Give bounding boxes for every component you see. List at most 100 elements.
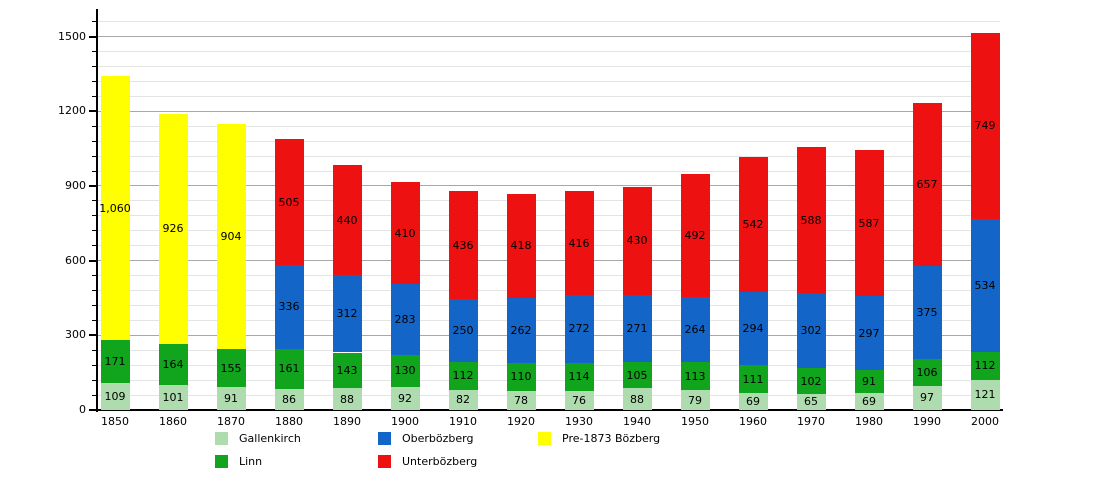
y-axis-line — [96, 9, 98, 412]
bar-segment-unterb-zberg: 440 — [332, 165, 362, 275]
x-axis-label-1860: 1860 — [159, 415, 187, 428]
bar-value-label: 113 — [684, 369, 706, 383]
gridline-major — [98, 185, 1000, 187]
bar-segment-pre-1873-b-zberg: 904 — [216, 123, 246, 349]
bar-value-label: 79 — [688, 393, 702, 407]
bar-value-label: 1,060 — [99, 201, 131, 215]
bar-value-label: 587 — [858, 216, 880, 230]
bar-value-label: 283 — [394, 313, 416, 326]
bar-value-label: 375 — [916, 306, 938, 320]
legend-label: Gallenkirch — [239, 431, 301, 445]
bar-value-label: 272 — [568, 322, 590, 336]
x-axis-label-1970: 1970 — [797, 415, 825, 428]
bar-value-label: 82 — [456, 393, 470, 407]
gridline-minor — [98, 80, 1000, 82]
bar-segment-unterb-zberg: 436 — [448, 190, 478, 300]
bar-value-label: 297 — [858, 326, 880, 340]
bar-value-label: 418 — [510, 239, 532, 253]
gridline-minor — [98, 200, 1000, 202]
bar-segment-oberb-zberg: 271 — [622, 294, 652, 362]
gridline-minor — [98, 95, 1000, 97]
gridline-minor — [98, 275, 1000, 277]
bar-value-label: 111 — [742, 372, 764, 386]
bar-value-label: 440 — [336, 213, 358, 227]
bar-segment-unterb-zberg: 492 — [680, 174, 710, 297]
gridline-minor — [98, 245, 1000, 247]
bar-value-label: 926 — [162, 222, 184, 236]
bar-value-label: 91 — [224, 392, 238, 406]
y-axis-minor-tick — [92, 200, 97, 202]
bar-segment-gallenkirch: 86 — [274, 388, 304, 410]
bar-segment-gallenkirch: 88 — [332, 388, 362, 410]
bar-segment-linn: 110 — [506, 363, 536, 391]
bar-segment-pre-1873-b-zberg: 926 — [158, 113, 188, 345]
bar-segment-unterb-zberg: 587 — [854, 150, 884, 297]
y-axis-minor-tick — [92, 95, 97, 97]
y-axis-minor-tick — [92, 379, 97, 381]
bar-segment-gallenkirch: 92 — [390, 387, 420, 410]
bar-segment-unterb-zberg: 418 — [506, 193, 536, 298]
bar-segment-oberb-zberg: 272 — [564, 295, 594, 363]
bar-segment-gallenkirch: 69 — [854, 392, 884, 410]
y-axis-minor-tick — [92, 319, 97, 321]
gridline-minor — [98, 125, 1000, 127]
y-axis-tick — [89, 409, 97, 411]
bar-segment-gallenkirch: 78 — [506, 390, 536, 410]
bar-segment-linn: 113 — [680, 362, 710, 391]
x-axis-label-1850: 1850 — [101, 415, 129, 428]
x-axis-label-1990: 1990 — [913, 415, 941, 428]
bar-segment-oberb-zberg: 262 — [506, 297, 536, 364]
bar-segment-oberb-zberg: 336 — [274, 264, 304, 349]
bar-segment-oberb-zberg: 312 — [332, 274, 362, 353]
bar-segment-oberb-zberg: 302 — [796, 293, 826, 369]
bar-value-label: 76 — [572, 394, 586, 408]
y-axis-label: 300 — [65, 328, 86, 342]
bar-value-label: 271 — [626, 321, 648, 335]
legend-item-unterb-zberg: Unterbözberg — [378, 454, 477, 468]
bar-value-label: 106 — [916, 366, 938, 380]
bar-segment-gallenkirch: 97 — [912, 385, 942, 410]
bar-value-label: 91 — [862, 374, 876, 388]
bar-value-label: 112 — [452, 369, 474, 383]
bar-value-label: 102 — [800, 374, 822, 388]
bar-segment-gallenkirch: 76 — [564, 391, 594, 410]
gridline-minor — [98, 230, 1000, 232]
gridline-major — [98, 36, 1000, 38]
bar-value-label: 416 — [568, 236, 590, 250]
bar-value-label: 161 — [278, 362, 300, 376]
bar-value-label: 86 — [282, 392, 296, 406]
x-axis-label-1940: 1940 — [623, 415, 651, 428]
gridline-minor — [98, 140, 1000, 142]
bar-segment-linn: 111 — [738, 365, 768, 393]
gridline-minor — [98, 290, 1000, 292]
bar-value-label: 101 — [162, 390, 184, 404]
bar-value-label: 436 — [452, 238, 474, 252]
bar-value-label: 143 — [336, 363, 358, 377]
bar-value-label: 904 — [220, 229, 242, 243]
bar-segment-unterb-zberg: 416 — [564, 191, 594, 295]
gridline-minor — [98, 379, 1000, 381]
gridline-minor — [98, 319, 1000, 321]
y-axis-minor-tick — [92, 394, 97, 396]
legend-label: Linn — [239, 454, 263, 468]
y-axis-label: 600 — [65, 253, 86, 267]
bar-segment-linn: 114 — [564, 362, 594, 392]
y-axis-label: 0 — [79, 403, 86, 416]
bar-segment-linn: 102 — [796, 368, 826, 394]
bar-value-label: 164 — [162, 357, 184, 371]
gridline-minor — [98, 364, 1000, 366]
y-axis-label: 1200 — [58, 104, 86, 118]
bar-value-label: 505 — [278, 195, 300, 209]
bar-value-label: 492 — [684, 228, 706, 242]
bar-segment-pre-1873-b-zberg: 1,060 — [99, 76, 131, 341]
gridline-minor — [98, 304, 1000, 306]
bar-segment-oberb-zberg: 250 — [448, 299, 478, 362]
y-axis-minor-tick — [92, 140, 97, 142]
y-axis-tick — [89, 259, 97, 262]
bar-value-label: 312 — [336, 307, 358, 321]
bar-value-label: 542 — [742, 218, 764, 232]
gridline-minor — [98, 51, 1000, 53]
y-axis-label: 1500 — [58, 29, 86, 43]
y-axis-minor-tick — [92, 245, 97, 247]
